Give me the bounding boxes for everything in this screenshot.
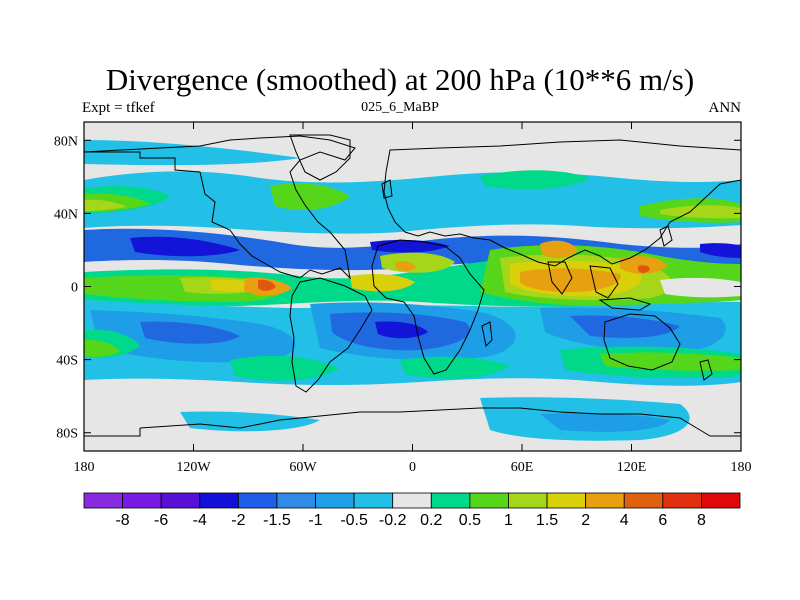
colorbar-label: 8	[697, 512, 706, 529]
coastline-south-america	[289, 277, 373, 393]
colorbar-label: 0.2	[420, 512, 442, 529]
field-region	[130, 236, 240, 257]
colorbar-swatch	[315, 492, 355, 509]
field-region	[660, 277, 741, 298]
lon-tick-label: 180	[74, 460, 95, 475]
lat-tick-label: 80S	[56, 427, 78, 442]
field-region	[540, 240, 578, 259]
coastline-southeast-asia	[589, 265, 619, 299]
colorbar-swatch	[392, 492, 432, 509]
colorbar-swatch	[585, 492, 625, 509]
plot-title: Divergence (smoothed) at 200 hPa (10**6 …	[105, 62, 695, 97]
divergence-field	[84, 140, 741, 441]
colorbar-swatch	[199, 492, 239, 509]
field-region	[540, 413, 670, 432]
colorbar: -8 -6 -4 -2 -1.5 -1 -0.5 -0.2 0.2 0.5 1 1.5 2 4 6 8	[83, 492, 741, 529]
field-region	[620, 256, 668, 274]
field-region	[84, 140, 300, 166]
lat-tick-label: 40S	[56, 354, 78, 369]
coastline-australia	[603, 313, 681, 371]
coastline-antarctica	[84, 407, 741, 437]
lat-tick-label: 40N	[54, 207, 78, 222]
colorbar-swatch	[353, 492, 394, 509]
coastline-india	[547, 261, 573, 295]
season-label: ANN	[708, 100, 742, 116]
colorbar-swatch	[83, 492, 123, 509]
coastline-greenland	[289, 134, 351, 181]
lon-tick-label: 60E	[511, 460, 534, 475]
colorbar-label: -2	[231, 512, 245, 529]
coastline-new-zealand	[699, 359, 713, 381]
colorbar-label: -0.2	[379, 512, 407, 529]
lon-tick-label: 0	[409, 460, 416, 475]
field-region	[480, 170, 590, 190]
colorbar-swatch	[508, 492, 548, 509]
lon-tick-label: 120W	[176, 460, 211, 475]
field-region	[400, 356, 510, 379]
field-region	[84, 260, 250, 272]
field-region	[660, 205, 741, 219]
colorbar-label: -4	[193, 512, 207, 529]
field-region	[600, 352, 741, 371]
colorbar-swatch	[160, 492, 201, 509]
lon-tick-label: 60W	[289, 460, 317, 475]
lon-tick-label: 120E	[617, 460, 647, 475]
field-region	[84, 199, 126, 211]
lat-tick-label: 0	[71, 281, 78, 296]
coastline-uk	[381, 179, 393, 199]
coastline-north-america	[84, 135, 356, 280]
colorbar-label: 4	[620, 512, 629, 529]
colorbar-label: -8	[115, 512, 129, 529]
field-region	[638, 265, 650, 273]
latitude-axis: 80N 40N 0 40S 80S	[54, 134, 741, 442]
coastline-africa	[371, 239, 485, 375]
coastlines	[84, 134, 741, 437]
colorbar-label: -1.5	[263, 512, 291, 529]
field-region	[180, 411, 320, 432]
colorbar-label: 6	[658, 512, 667, 529]
coastline-maritime	[598, 297, 652, 311]
colorbar-swatch	[237, 492, 278, 509]
field-region	[350, 274, 415, 292]
colorbar-label: 0.5	[459, 512, 481, 529]
field-region	[570, 315, 680, 338]
field-region	[270, 183, 350, 211]
map-panel: 180 120W 60W 0 60E 120E 180 80N 40N 0 40S 80S	[54, 121, 752, 475]
colorbar-swatch	[430, 492, 471, 509]
coastline-japan	[659, 225, 673, 247]
longitude-axis: 180 120W 60W 0 60E 120E 180	[74, 122, 752, 475]
colorbar-swatch	[662, 492, 702, 509]
experiment-label: Expt = tfkef	[82, 100, 155, 116]
coastline-eurasia	[383, 139, 741, 267]
field-region	[395, 261, 416, 271]
field-region	[84, 171, 741, 234]
coastline-madagascar	[481, 321, 493, 348]
colorbar-label: 2	[581, 512, 590, 529]
colorbar-swatch	[623, 492, 664, 509]
colorbar-label: -1	[308, 512, 322, 529]
colorbar-label: -6	[154, 512, 168, 529]
lon-tick-label: 180	[731, 460, 752, 475]
field-region	[700, 243, 741, 258]
colorbar-label: -0.5	[340, 512, 368, 529]
field-region	[140, 321, 240, 344]
colorbar-swatch	[469, 492, 509, 509]
colorbar-swatch	[276, 492, 316, 509]
colorbar-swatch	[546, 492, 587, 509]
field-region	[258, 279, 276, 291]
colorbar-label: 1	[504, 512, 513, 529]
field-region	[230, 355, 340, 381]
field-region	[375, 321, 428, 339]
colorbar-swatch	[122, 492, 162, 509]
lat-tick-label: 80N	[54, 134, 78, 149]
field-region	[84, 339, 120, 357]
colorbar-label: 1.5	[536, 512, 558, 529]
colorbar-swatch	[701, 492, 741, 509]
run-label: 025_6_MaBP	[361, 100, 439, 115]
